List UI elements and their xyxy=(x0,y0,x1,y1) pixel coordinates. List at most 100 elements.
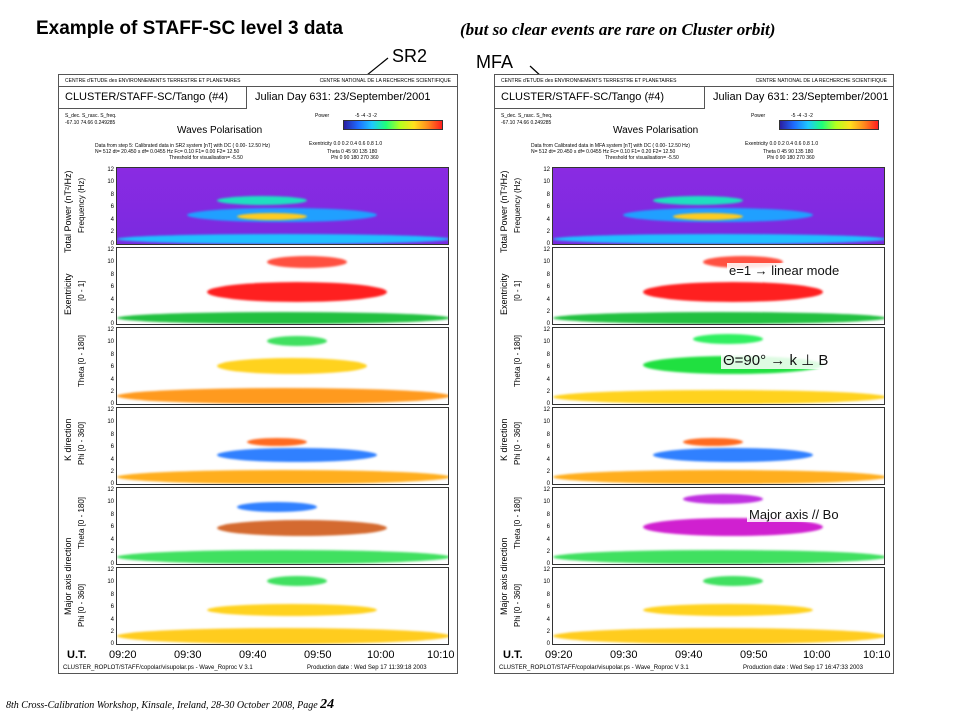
label-phi-major: Phi [0 - 360] xyxy=(513,583,522,627)
y-tick: 0 xyxy=(110,561,114,568)
label-theta-major: Theta [0 - 180] xyxy=(513,496,522,549)
y-tick: 12 xyxy=(543,487,550,493)
y-tick: 8 xyxy=(546,191,550,198)
plot-k-phi xyxy=(116,407,449,485)
y-tick: 6 xyxy=(546,524,550,531)
ut-label: U.T. xyxy=(503,649,523,661)
panel-mfa: CENTRE d'ETUDE des ENVIRONNEMENTS TERRES… xyxy=(494,74,894,674)
y-tick: 6 xyxy=(546,604,550,611)
y-tick: 0 xyxy=(110,241,114,248)
y-tick: 2 xyxy=(546,548,550,555)
y-tick: 8 xyxy=(546,511,550,518)
plot-k-theta xyxy=(116,327,449,405)
y-tick: 4 xyxy=(110,216,114,223)
y-tick: 8 xyxy=(546,431,550,438)
theta-scale: Theta 0 45 90 135 180 xyxy=(327,149,378,155)
y-tick: 6 xyxy=(546,284,550,291)
plot-major-phi xyxy=(552,567,885,645)
y-tick: 2 xyxy=(110,228,114,235)
y-tick: 4 xyxy=(110,536,114,543)
data-info-3: Threshold for visualisation= -5.50 xyxy=(169,155,243,161)
panel-sr2: CENTRE d'ETUDE des ENVIRONNEMENTS TERRES… xyxy=(58,74,458,674)
x-tick: 10:10 xyxy=(427,649,455,661)
y-tick: 10 xyxy=(543,579,550,586)
footer-left: CLUSTER_ROPLOT/STAFF/copolar/visupolar.p… xyxy=(63,665,253,671)
data-info-2: N= 512 dt= 20.450 s df= 0.0455 Hz Fc= 0.… xyxy=(95,149,240,155)
label-exentricity: Exentricity xyxy=(499,273,509,315)
power-ticks: -5 -4 -3 -2 xyxy=(355,113,377,119)
y-tick: 2 xyxy=(110,468,114,475)
s-header: S_dec. S_rasc. S_freq. xyxy=(501,113,553,119)
callout-sr2: SR2 xyxy=(392,46,428,66)
y-tick: 6 xyxy=(110,524,114,531)
y-tick: 2 xyxy=(110,548,114,555)
label-range01: [0 - 1] xyxy=(513,280,522,301)
y-tick: 6 xyxy=(110,604,114,611)
y-tick: 10 xyxy=(543,179,550,186)
label-phi-k: Phi [0 - 360] xyxy=(77,421,86,465)
y-tick: 6 xyxy=(546,444,550,451)
y-tick: 10 xyxy=(543,419,550,426)
y-tick: 0 xyxy=(546,321,550,328)
x-tick: 10:00 xyxy=(367,649,395,661)
julian-day: Julian Day 631: 23/September/2001 xyxy=(255,91,431,103)
waves-title: Waves Polarisation xyxy=(613,125,699,136)
org-left: CENTRE d'ETUDE des ENVIRONNEMENTS TERRES… xyxy=(501,78,677,84)
data-info-3: Threshold for visualisation= -5.50 xyxy=(605,155,679,161)
y-tick: 10 xyxy=(107,419,114,426)
y-tick: 4 xyxy=(546,376,550,383)
x-tick: 09:20 xyxy=(109,649,137,661)
y-tick: 4 xyxy=(110,456,114,463)
footer-left: CLUSTER_ROPLOT/STAFF/copolar/visupolar.p… xyxy=(499,665,689,671)
y-tick: 12 xyxy=(543,247,550,253)
s-values: -67.10 74.66 0.249285 xyxy=(65,120,116,126)
plot-k-phi xyxy=(552,407,885,485)
callout-mfa: MFA xyxy=(476,52,514,72)
y-tick: 0 xyxy=(110,401,114,408)
label-theta-major: Theta [0 - 180] xyxy=(77,496,86,549)
y-tick: 0 xyxy=(546,241,550,248)
y-tick: 0 xyxy=(546,641,550,648)
label-k-direction: K direction xyxy=(499,418,509,461)
annotation-major-axis: Major axis // Bo xyxy=(747,507,841,522)
slide-subtitle: (but so clear events are rare on Cluster… xyxy=(460,20,776,39)
y-tick: 12 xyxy=(543,327,550,333)
s-header: S_dec. S_rasc. S_freq. xyxy=(65,113,117,119)
ut-label: U.T. xyxy=(67,649,87,661)
y-tick: 2 xyxy=(110,388,114,395)
julian-day: Julian Day 631: 23/September/2001 xyxy=(713,91,889,103)
exentricity-scale: Exentricity 0.0 0.2 0.4 0.6 0.8 1.0 xyxy=(309,141,383,147)
org-right: CENTRE NATIONAL DE LA RECHERCHE SCIENTIF… xyxy=(755,78,887,84)
y-tick: 8 xyxy=(110,591,114,598)
y-tick: 4 xyxy=(546,216,550,223)
y-tick: 12 xyxy=(107,567,114,573)
plot-major-theta xyxy=(116,487,449,565)
footnote-page-number: 24 xyxy=(320,697,335,712)
label-major-axis: Major axis direction xyxy=(63,537,73,615)
y-tick: 12 xyxy=(543,567,550,573)
y-tick: 8 xyxy=(110,191,114,198)
y-tick: 12 xyxy=(107,167,114,173)
theta-scale: Theta 0 45 90 135 180 xyxy=(763,149,814,155)
cluster-title: CLUSTER/STAFF-SC/Tango (#4) xyxy=(501,91,665,103)
y-tick: 8 xyxy=(110,431,114,438)
phi-scale: Phi 0 90 180 270 360 xyxy=(331,155,379,161)
panel-header-strip: CENTRE d'ETUDE des ENVIRONNEMENTS TERRES… xyxy=(59,75,457,87)
annotation-theta: Θ=90° → k ⊥ B xyxy=(721,351,831,369)
s-values: -67.10 74.66 0.249285 xyxy=(501,120,552,126)
power-label: Power xyxy=(751,113,766,119)
power-label: Power xyxy=(315,113,330,119)
y-tick: 8 xyxy=(546,351,550,358)
y-tick: 10 xyxy=(107,579,114,586)
power-colorbar xyxy=(343,120,443,130)
y-tick: 4 xyxy=(110,616,114,623)
y-tick: 10 xyxy=(543,499,550,506)
y-tick: 2 xyxy=(546,468,550,475)
panel-header-strip: CENTRE d'ETUDE des ENVIRONNEMENTS TERRES… xyxy=(495,75,893,87)
y-tick: 8 xyxy=(110,511,114,518)
footer-production: Production date : Wed Sep 17 11:39:18 20… xyxy=(307,665,427,671)
y-tick: 6 xyxy=(546,204,550,211)
data-info-1: Data from step 5: Calibrated data in SR2… xyxy=(95,143,271,149)
y-tick: 4 xyxy=(110,376,114,383)
y-tick: 12 xyxy=(107,487,114,493)
